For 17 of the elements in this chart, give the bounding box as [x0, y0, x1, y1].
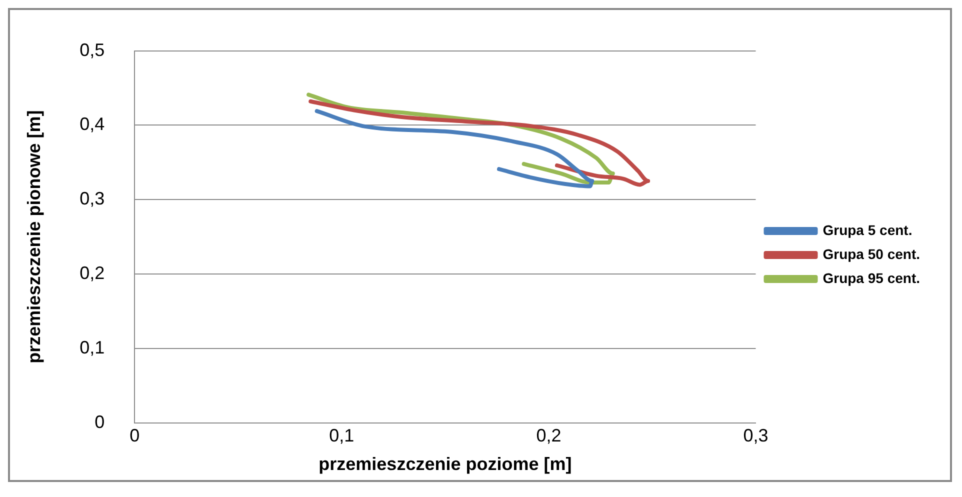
x-tick-label: 0,3 — [743, 426, 768, 446]
x-tick-label: 0 — [130, 426, 140, 446]
line-series — [308, 99, 650, 187]
x-tick-label: 0,1 — [329, 426, 354, 446]
x-axis-title: przemieszczenie poziome [m] — [318, 454, 572, 474]
y-axis-title: przemieszczenie pionowe [m] — [24, 110, 44, 364]
y-tick-label: 0,3 — [80, 188, 105, 209]
y-tick-label: 0,4 — [80, 114, 105, 134]
y-tick-label: 0,1 — [80, 337, 105, 358]
legend-label: Grupa 5 cent. — [822, 222, 912, 238]
legend-label: Grupa 95 cent. — [822, 270, 920, 286]
x-tick-label: 0,2 — [536, 426, 562, 446]
legend-label: Grupa 50 cent. — [822, 246, 920, 262]
y-tick-label: 0 — [94, 412, 105, 432]
y-tick-label: 0,2 — [80, 262, 105, 283]
y-tick-label: 0,5 — [80, 40, 105, 60]
line-series — [314, 109, 594, 188]
